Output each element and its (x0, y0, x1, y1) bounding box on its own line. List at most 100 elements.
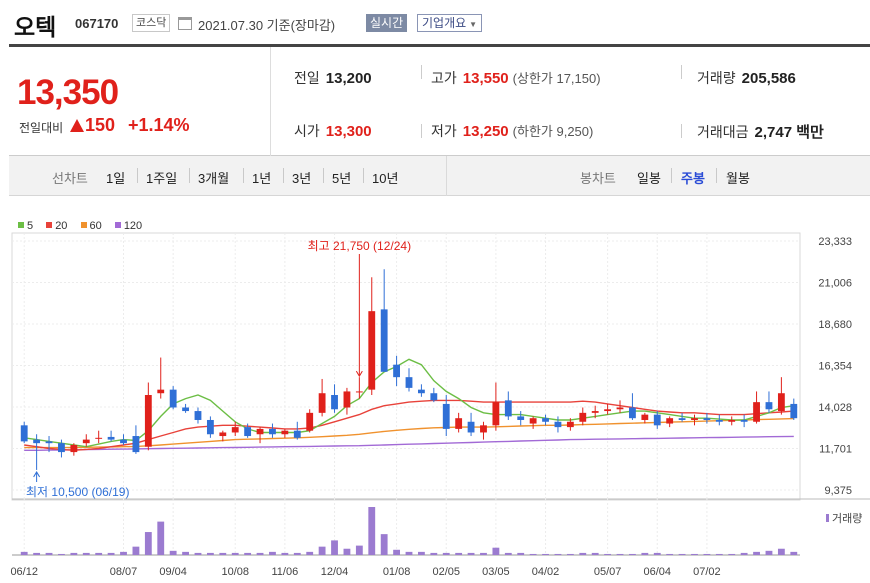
x-tick-label: 02/05 (432, 566, 460, 578)
open-stat: 시가 13,300 (294, 121, 372, 141)
tab-5y[interactable]: 5년 (332, 171, 352, 186)
ma-line-60 (24, 417, 794, 449)
volume-bar (753, 551, 760, 555)
volume-bar (70, 552, 78, 555)
candle-body (343, 391, 351, 408)
ma-legend: 5 20 60 120 (18, 220, 152, 232)
y-tick-label: 9,375 (824, 485, 852, 497)
tab-3m[interactable]: 3개월 (198, 171, 230, 186)
candle-body (157, 389, 165, 394)
divider (716, 168, 717, 183)
divider (189, 168, 190, 183)
open-label: 시가 (294, 123, 320, 139)
divider (421, 124, 422, 138)
tab-1d[interactable]: 1일 (106, 171, 126, 186)
volume-bar (244, 552, 252, 555)
y-tick-label: 18,680 (818, 319, 852, 331)
volume-bar (256, 552, 264, 555)
high-label: 고가 (431, 70, 457, 86)
volume-bar (591, 552, 599, 555)
volume-bar (777, 548, 785, 555)
candle-body (380, 309, 388, 372)
volume-bar (641, 552, 649, 555)
tab-3y[interactable]: 3년 (292, 171, 312, 186)
x-tick-label: 07/02 (693, 566, 721, 578)
change-value: 150 (85, 115, 116, 135)
candle-body (566, 421, 574, 428)
min-arrow-head (33, 470, 41, 478)
legend-item-ma5: 5 (18, 220, 33, 232)
tab-daily[interactable]: 일봉 (637, 171, 661, 186)
candle-body (740, 419, 748, 422)
candle-body (45, 441, 53, 444)
stock-code: 067170 (75, 16, 119, 31)
y-tick-label: 14,028 (818, 402, 852, 414)
volume-bar (504, 552, 512, 555)
volume-bar (492, 547, 500, 555)
upper-limit: (상한가 17,150) (512, 71, 601, 86)
volume-bar (281, 552, 289, 555)
candle-body (616, 407, 624, 410)
corp-overview-dropdown[interactable]: 기업개요 ▼ (417, 14, 483, 32)
amount-stat: 거래대금 2,747 백만 (697, 121, 824, 142)
realtime-button[interactable]: 실시간 (366, 14, 408, 32)
low-value: 13,250 (462, 123, 509, 140)
tab-1y[interactable]: 1년 (252, 171, 272, 186)
volume-bar (691, 553, 698, 555)
divider (681, 124, 682, 138)
tab-1w[interactable]: 1주일 (146, 171, 178, 186)
candle-body (517, 416, 525, 420)
candle-body (182, 407, 189, 412)
volume-label: 거래량 (697, 70, 736, 86)
date-label: 2021.07.30 기준(장마감) (198, 18, 336, 33)
volume-bar (728, 553, 736, 555)
volume-bar (343, 548, 351, 555)
volume-bar (455, 552, 463, 555)
candle-body (269, 428, 276, 435)
tab-10y[interactable]: 10년 (372, 171, 399, 186)
candle-body (355, 391, 363, 393)
candle-body (703, 418, 711, 420)
x-tick-label: 08/07 (110, 566, 138, 578)
tab-weekly[interactable]: 주봉 (681, 171, 705, 186)
candle-body (132, 436, 140, 453)
candle-body (194, 411, 202, 420)
candle-body (244, 427, 252, 437)
candle-body (641, 414, 649, 420)
volume-bar (653, 552, 661, 555)
volume-bar (442, 552, 450, 555)
candle-body (256, 428, 264, 435)
candle-body (95, 437, 103, 439)
volume-bar (82, 552, 90, 555)
x-tick-label: 09/04 (159, 566, 187, 578)
volume-bar (715, 553, 723, 555)
current-price: 13,350 (17, 73, 119, 112)
legend-label: 5 (27, 220, 34, 232)
legend-label: 60 (89, 220, 102, 232)
divider (421, 65, 422, 79)
prev-close-value: 13,200 (325, 70, 372, 87)
volume-bar (58, 553, 65, 555)
volume-value: 205,586 (741, 70, 796, 87)
x-tick-label: 12/04 (321, 566, 349, 578)
ma-line-20 (24, 399, 794, 452)
y-tick-label: 23,333 (818, 236, 852, 248)
volume-bar (380, 534, 388, 555)
up-triangle-icon (70, 119, 84, 132)
volume-bar (355, 545, 363, 555)
volume-bar (318, 546, 326, 555)
candle-body (629, 407, 636, 419)
volume-bar (206, 552, 214, 555)
amount-label: 거래대금 (697, 124, 749, 140)
volume-bar (169, 550, 177, 555)
volume-bar (790, 551, 798, 555)
volume-bar (194, 552, 202, 555)
volume-bar (467, 552, 475, 555)
candle-body (70, 444, 78, 453)
x-tick-label: 06/04 (643, 566, 671, 578)
tab-monthly[interactable]: 월봉 (726, 171, 750, 186)
volume-bar (144, 532, 152, 555)
ma-line-5 (24, 358, 794, 448)
volume-bar (417, 551, 425, 555)
